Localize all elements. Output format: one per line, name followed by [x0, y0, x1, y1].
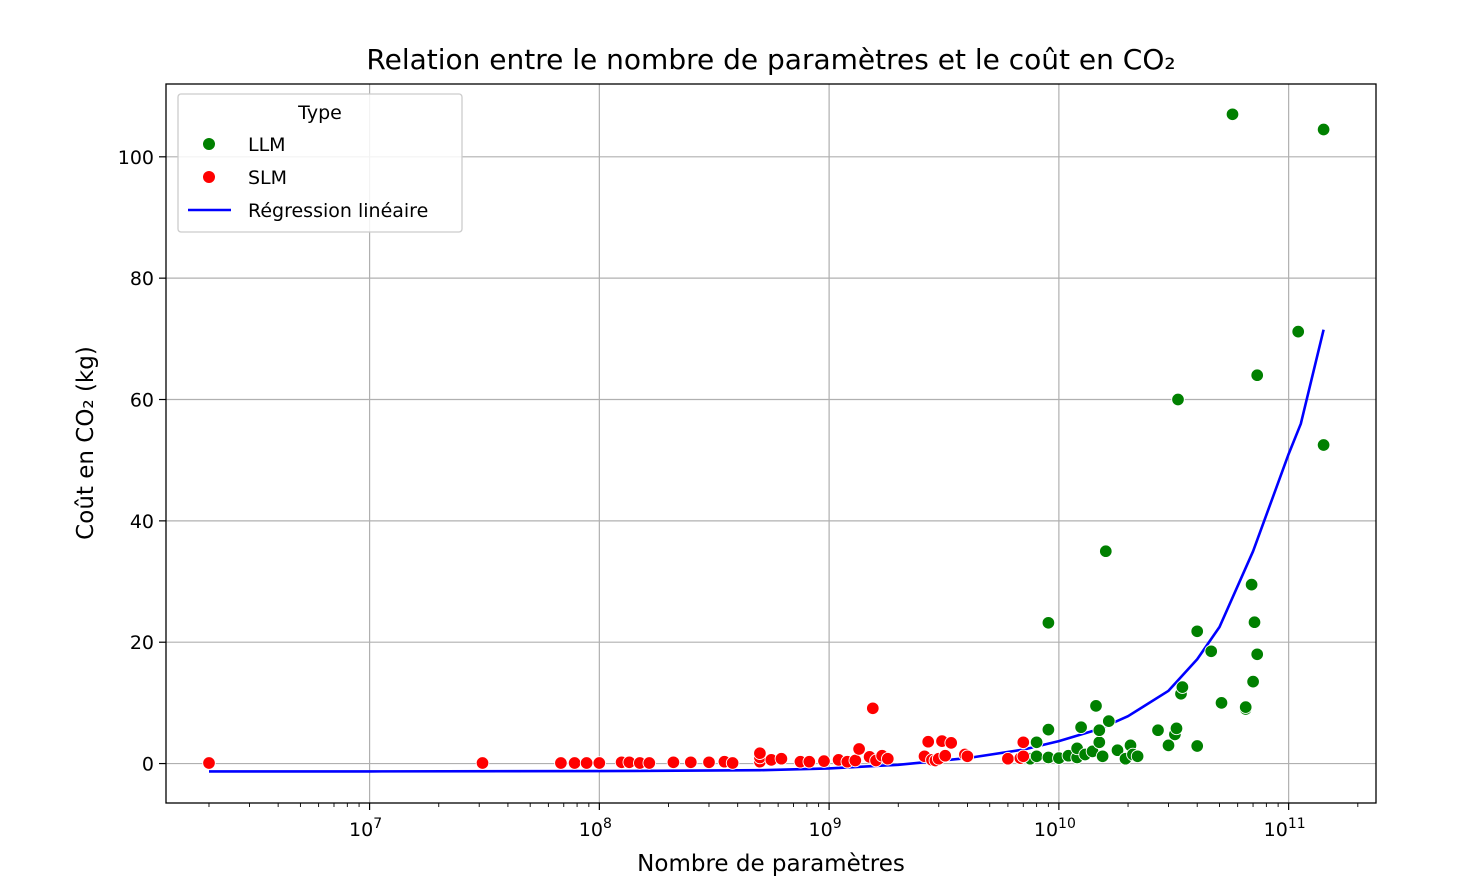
- llm-point: [1074, 720, 1088, 734]
- llm-point: [1316, 438, 1331, 452]
- chart-title: Relation entre le nombre de paramètres e…: [366, 43, 1175, 76]
- llm-point: [1175, 680, 1190, 694]
- y-tick-label: 80: [130, 268, 154, 290]
- llm-point: [1250, 647, 1264, 662]
- legend-title: Type: [297, 102, 342, 124]
- legend-label-regression: Régression linéaire: [248, 200, 428, 222]
- llm-point: [1029, 735, 1044, 750]
- legend-label-llm: LLM: [248, 134, 286, 156]
- grid: [166, 84, 1376, 803]
- slm-point: [866, 701, 880, 716]
- x-tick-label: 108: [579, 816, 612, 841]
- slm-point: [1016, 749, 1031, 764]
- slm-point: [202, 756, 216, 770]
- llm-point: [1092, 723, 1107, 737]
- y-tick-label: 20: [130, 632, 154, 654]
- llm-point: [1316, 122, 1331, 137]
- llm-point: [1250, 368, 1264, 382]
- data-points-layer: [202, 107, 1331, 770]
- y-tick-label: 0: [142, 754, 154, 776]
- x-tick-label: 1010: [1034, 816, 1076, 841]
- legend: Type LLM SLM Régression linéaire: [177, 93, 463, 233]
- slm-point: [666, 755, 681, 770]
- llm-point: [1225, 107, 1240, 122]
- slm-point: [774, 751, 789, 766]
- x-tick-label: 1011: [1264, 816, 1306, 841]
- llm-point: [1095, 749, 1110, 764]
- x-tick-label: 109: [809, 816, 842, 841]
- llm-point: [1092, 735, 1107, 750]
- y-tick-label: 100: [118, 147, 154, 169]
- slm-point: [579, 756, 594, 770]
- llm-point: [1099, 544, 1113, 558]
- llm-point: [1238, 700, 1253, 714]
- slm-point: [753, 746, 767, 760]
- slm-point: [475, 756, 490, 770]
- x-axis-title: Nombre de paramètres: [637, 851, 905, 877]
- slm-point: [702, 755, 716, 770]
- llm-point: [1291, 324, 1305, 339]
- regression-line: [209, 329, 1325, 773]
- llm-point: [1110, 743, 1125, 757]
- y-axis-title: Coût en CO₂ (kg): [73, 346, 99, 540]
- llm-point: [1041, 616, 1056, 630]
- slm-point: [642, 756, 657, 770]
- y-tick-label: 60: [130, 390, 154, 412]
- slm-point: [592, 756, 607, 770]
- slm-point: [938, 748, 952, 763]
- llm-point: [1029, 749, 1044, 764]
- legend-box: [177, 93, 463, 233]
- plot-frame: [165, 83, 1377, 804]
- slm-point: [554, 756, 568, 770]
- axes: 107 108 109 1010 1011 0 20 40 60 80 100: [118, 147, 1359, 841]
- llm-point: [1151, 723, 1165, 737]
- llm-point: [1102, 714, 1116, 728]
- slm-point: [1001, 751, 1015, 766]
- slm-point: [684, 755, 698, 770]
- slm-point: [567, 756, 582, 770]
- llm-point: [1214, 696, 1229, 710]
- slm-point: [725, 756, 740, 770]
- llm-point: [1089, 699, 1103, 713]
- llm-point: [1171, 392, 1185, 407]
- slm-point: [944, 736, 958, 750]
- llm-point: [1130, 749, 1145, 764]
- y-tick-label: 40: [130, 511, 154, 533]
- llm-point: [1246, 674, 1260, 689]
- llm-point: [1161, 738, 1176, 753]
- slm-point: [921, 734, 935, 749]
- slm-point: [1016, 735, 1031, 750]
- llm-point: [1247, 615, 1262, 629]
- llm-point: [1041, 722, 1056, 737]
- llm-point: [1204, 644, 1218, 659]
- regression-line-layer: [209, 329, 1325, 773]
- slm-point: [852, 742, 866, 756]
- llm-point: [1169, 721, 1184, 736]
- legend-marker-llm: [203, 138, 215, 150]
- legend-marker-slm: [203, 171, 215, 183]
- slm-point: [848, 753, 863, 768]
- slm-point: [817, 754, 831, 768]
- x-tick-label: 107: [349, 816, 382, 841]
- llm-point: [1244, 577, 1259, 592]
- legend-label-slm: SLM: [248, 167, 287, 189]
- llm-point: [1190, 624, 1204, 639]
- llm-point: [1190, 739, 1204, 753]
- slm-point: [802, 754, 817, 769]
- slm-point: [881, 751, 895, 766]
- slm-point: [960, 749, 975, 764]
